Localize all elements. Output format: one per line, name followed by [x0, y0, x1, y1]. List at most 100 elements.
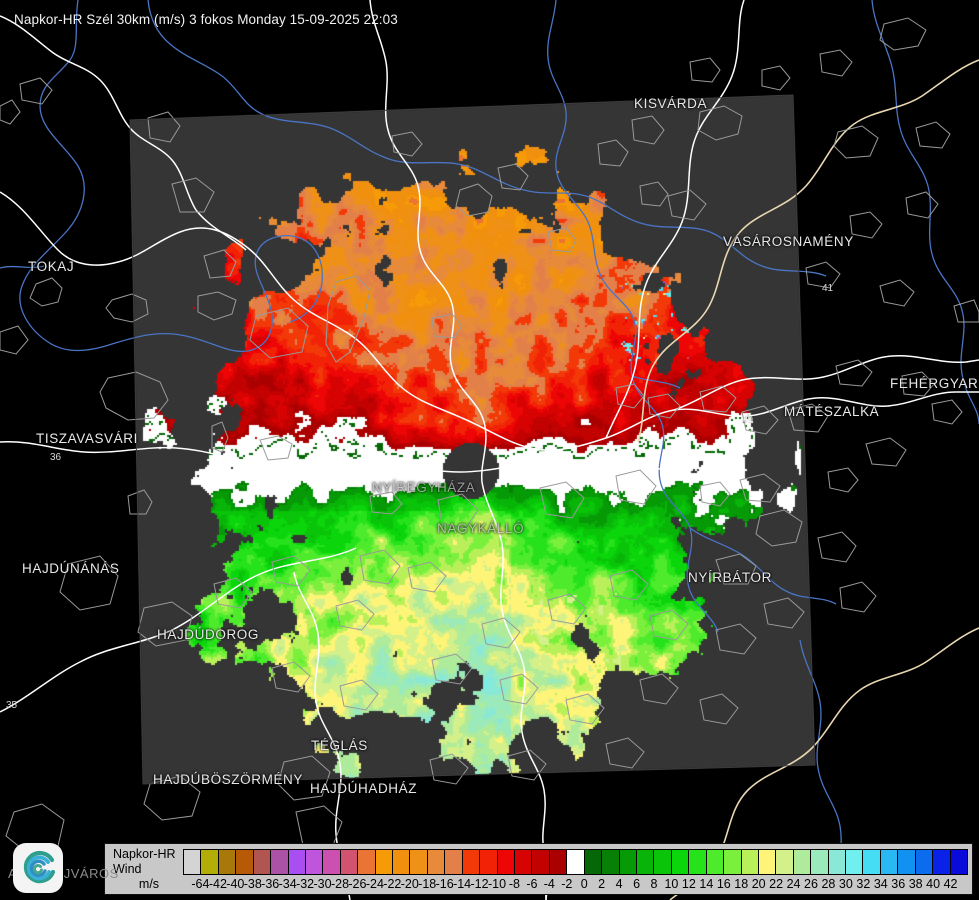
road-number-label: 36 [50, 452, 62, 463]
city-label: HAJDÚHADHÁZ [310, 781, 418, 796]
legend-tick: -42 [208, 877, 227, 891]
legend-tick: 32 [856, 877, 871, 891]
city-label: HAJDÚNÁNÁS [22, 561, 120, 576]
city-label: VÁSÁROSNAMÉNY [723, 234, 854, 249]
legend-swatch [619, 850, 637, 874]
legend-swatch [410, 850, 428, 874]
legend-swatch [532, 850, 550, 874]
legend-tick: -18 [418, 877, 437, 891]
legend-tick: -26 [348, 877, 367, 891]
legend-tick: -8 [508, 877, 520, 891]
legend-swatch [288, 850, 306, 874]
legend-swatch [846, 850, 864, 874]
legend-tick-labels: -64 -42 -40 -38 -36 -34 -32 -30 -28 -26 -24 -22 -20-… [183, 877, 968, 893]
legend-swatch [758, 850, 777, 874]
legend-swatch [515, 850, 533, 874]
page-title: Napkor-HR Szél 30km (m/s) 3 fokos Monday… [14, 12, 398, 27]
legend-tick: -20 [400, 877, 419, 891]
legend-tick: 28 [821, 877, 836, 891]
legend-tick: 18 [734, 877, 749, 891]
city-label: NYÍRBÁTOR [688, 570, 772, 585]
legend-swatch [706, 850, 725, 874]
legend-title-line1: Napkor-HR [113, 847, 176, 861]
legend-tick: 0 [580, 877, 588, 891]
city-label: MÁTÉSZALKA [784, 404, 880, 419]
legend-color-bar [183, 849, 968, 875]
legend-tick: -14 [453, 877, 472, 891]
radar-coverage-outline [129, 94, 816, 785]
legend-tick: -16 [435, 877, 454, 891]
legend-tick: 16 [716, 877, 731, 891]
city-label: TOKAJ [28, 259, 75, 274]
legend-tick: 26 [804, 877, 818, 891]
legend-swatch [654, 850, 672, 874]
legend-tick: 2 [598, 877, 606, 891]
legend-tick: -22 [383, 877, 402, 891]
legend-tick: -28 [330, 877, 350, 891]
city-label: HAJDÚBÖSZÖRMÉNY [153, 772, 304, 787]
legend-title: Napkor-HR Wind m/s [113, 847, 181, 892]
legend-tick: 38 [908, 877, 923, 891]
legend-swatch [375, 850, 394, 874]
legend-tick: -34 [278, 877, 297, 891]
color-scale-legend: Napkor-HR Wind m/s -64 -42 -40 -38 -36 -34 -32… [104, 843, 973, 895]
legend-tick: -32 [296, 877, 315, 891]
legend-tick: 34 [873, 877, 888, 891]
legend-tick: -30 [313, 877, 332, 891]
city-label: NAGYKÁLLÓ [437, 521, 525, 536]
legend-swatch [271, 850, 289, 874]
legend-title-line2: Wind [113, 862, 142, 876]
municipal-boundaries-layer [0, 17, 979, 853]
road-number-label: 41 [822, 283, 834, 294]
legend-swatch [549, 850, 568, 874]
road-number-label: 35 [6, 700, 18, 711]
legend-tick: 24 [786, 877, 801, 891]
legend-swatch [950, 850, 967, 874]
legend-tick: -40 [226, 877, 245, 891]
legend-tick: 20 [751, 877, 766, 891]
legend-swatch [340, 850, 359, 874]
legend-tick: -4 [543, 877, 555, 891]
legend-swatch [584, 850, 603, 874]
city-label: FEHÉRGYARMAT [890, 376, 979, 391]
legend-swatch [898, 850, 916, 874]
legend-swatch [184, 850, 202, 874]
legend-swatch [305, 850, 324, 874]
legend-swatch [863, 850, 881, 874]
legend-tick: 40 [926, 877, 941, 891]
legend-tick: 12 [681, 877, 696, 891]
legend-swatch [741, 850, 759, 874]
legend-tick: 6 [633, 877, 641, 891]
city-label: NYÍREGYHÁZA [372, 480, 476, 495]
legend-swatch [323, 850, 341, 874]
legend-units: m/s [138, 877, 160, 891]
legend-tick: -12 [470, 877, 489, 891]
legend-tick: -38 [243, 877, 262, 891]
legend-swatch [689, 850, 707, 874]
legend-tick: 22 [769, 877, 784, 891]
legend-swatch [602, 850, 620, 874]
legend-tick: 36 [891, 877, 906, 891]
legend-swatch [480, 850, 498, 874]
legend-tick: -24 [365, 877, 384, 891]
legend-swatch [811, 850, 829, 874]
legend-swatch [671, 850, 690, 874]
legend-swatch [218, 850, 237, 874]
legend-swatch [427, 850, 446, 874]
legend-tick: 42 [943, 877, 958, 891]
legend-tick: 30 [838, 877, 853, 891]
legend-swatch [636, 850, 655, 874]
legend-swatch [724, 850, 742, 874]
road-number-label: 49 [742, 415, 754, 426]
legend-swatch [462, 850, 481, 874]
legend-tick: -10 [487, 877, 507, 891]
legend-tick: -2 [561, 877, 573, 891]
legend-swatch [933, 850, 951, 874]
legend-tick: -64 [191, 877, 210, 891]
legend-swatch [358, 850, 376, 874]
legend-swatch [828, 850, 847, 874]
legend-swatch [393, 850, 411, 874]
